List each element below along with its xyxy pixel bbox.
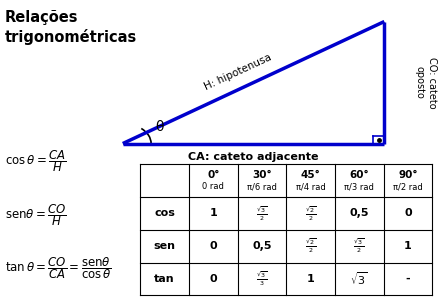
Text: 1: 1 [404, 241, 412, 251]
Text: sen: sen [154, 241, 176, 251]
Text: 1: 1 [209, 208, 217, 219]
Text: 0°: 0° [207, 170, 220, 180]
Text: $\cos\theta = \dfrac{CA}{H}$: $\cos\theta = \dfrac{CA}{H}$ [5, 149, 66, 174]
Text: $\sqrt{3}$: $\sqrt{3}$ [350, 271, 368, 287]
Text: 0,5: 0,5 [349, 208, 369, 219]
Text: π/3 rad: π/3 rad [345, 182, 374, 191]
Text: CO: cateto
oposto: CO: cateto oposto [414, 57, 437, 108]
Text: $\frac{\sqrt{3}}{3}$: $\frac{\sqrt{3}}{3}$ [256, 270, 268, 288]
Text: π/4 rad: π/4 rad [296, 182, 326, 191]
Text: 0,5: 0,5 [252, 241, 271, 251]
Text: $\tan\theta = \dfrac{CO}{CA} = \dfrac{\mathrm{sen}\theta}{\cos\theta}$: $\tan\theta = \dfrac{CO}{CA} = \dfrac{\m… [5, 256, 112, 281]
Text: 60°: 60° [349, 170, 369, 180]
Text: 30°: 30° [252, 170, 272, 180]
Text: π/6 rad: π/6 rad [247, 182, 277, 191]
Text: θ: θ [156, 120, 164, 134]
Text: CA: cateto adjacente: CA: cateto adjacente [188, 152, 319, 162]
Text: Relações
trigonométricas: Relações trigonométricas [5, 10, 137, 45]
Text: 90°: 90° [398, 170, 418, 180]
Text: $\frac{\sqrt{3}}{2}$: $\frac{\sqrt{3}}{2}$ [353, 237, 365, 255]
Text: tan: tan [154, 274, 175, 284]
Text: -: - [406, 274, 410, 284]
Text: π/2 rad: π/2 rad [393, 182, 423, 191]
Text: 1: 1 [307, 274, 315, 284]
Text: 0: 0 [209, 241, 217, 251]
Text: $\frac{\sqrt{3}}{2}$: $\frac{\sqrt{3}}{2}$ [256, 204, 268, 223]
Text: $\frac{\sqrt{2}}{2}$: $\frac{\sqrt{2}}{2}$ [305, 237, 316, 255]
Text: 0: 0 [209, 274, 217, 284]
Text: 0: 0 [404, 208, 412, 219]
Text: cos: cos [154, 208, 175, 219]
Text: $\frac{\sqrt{2}}{2}$: $\frac{\sqrt{2}}{2}$ [305, 204, 316, 223]
Text: 45°: 45° [301, 170, 320, 180]
Text: $\mathrm{sen}\theta = \dfrac{CO}{H}$: $\mathrm{sen}\theta = \dfrac{CO}{H}$ [5, 202, 67, 228]
Text: H: hipotenusa: H: hipotenusa [203, 52, 274, 92]
Text: 0 rad: 0 rad [202, 182, 224, 191]
